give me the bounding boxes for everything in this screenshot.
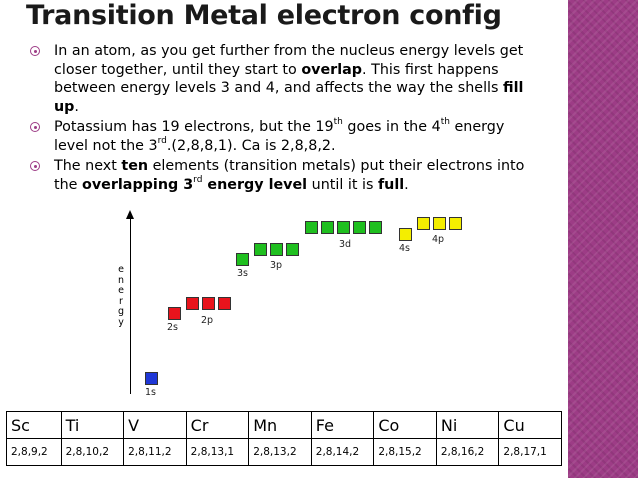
- orbital-label-3p: 3p: [270, 260, 283, 271]
- table-header-cell: Co: [373, 411, 437, 439]
- energy-axis: [130, 217, 131, 394]
- table-header-cell: Cr: [185, 411, 250, 439]
- decorative-sidebar: [568, 0, 638, 478]
- bullet-bold: energy level: [202, 176, 308, 193]
- orbital-box-4p: [449, 217, 462, 230]
- orbital-box-3p: [270, 243, 283, 256]
- orbital-box-3p: [254, 243, 267, 256]
- table-cell: 2,8,14,2: [310, 438, 375, 466]
- table-row: 2,8,9,2 2,8,10,2 2,8,11,2 2,8,13,1 2,8,1…: [6, 438, 562, 466]
- orbital-box-3p: [286, 243, 299, 256]
- bullet-text: The next: [54, 158, 122, 174]
- slide-title: Transition Metal electron config: [26, 0, 502, 31]
- electron-config-table: Sc Ti V Cr Mn Fe Co Ni Cu 2,8,9,2 2,8,10…: [6, 411, 562, 466]
- table-cell: 2,8,15,2: [373, 438, 437, 466]
- table-cell: 2,8,16,2: [435, 438, 500, 466]
- orbital-box-4p: [433, 217, 446, 230]
- bullet-superscript: rd: [193, 174, 203, 185]
- orbital-box-4s: [399, 228, 412, 241]
- orbital-box-3d: [353, 221, 366, 234]
- bullet-text: .(2,8,8,1). Ca is 2,8,8,2.: [166, 137, 336, 154]
- bullet-icon: [30, 122, 40, 132]
- bullet-text: In an atom, as you get further from the …: [54, 43, 524, 78]
- axis-label-letter: g: [117, 306, 125, 317]
- bullet-bold: full: [377, 176, 405, 193]
- table-header-cell: Fe: [310, 411, 375, 439]
- bullet-item-transition-metals: The next ten elements (transition metals…: [30, 157, 530, 194]
- table-cell: 2,8,9,2: [6, 438, 62, 466]
- table-header-cell: Mn: [248, 411, 312, 439]
- orbital-box-2p: [202, 297, 215, 310]
- bullet-bold: ten: [121, 158, 149, 174]
- bullet-superscript: th: [440, 117, 450, 128]
- axis-label-letter: e: [118, 285, 124, 296]
- bullet-text: energy level not the 3: [54, 119, 505, 154]
- axis-label-letter: e: [118, 264, 124, 275]
- bullet-text: until it is: [307, 176, 378, 193]
- orbital-label-3s: 3s: [237, 268, 248, 279]
- bullet-list: In an atom, as you get further from the …: [30, 42, 530, 196]
- table-cell: 2,8,13,2: [248, 438, 312, 466]
- bullet-text: .: [404, 176, 409, 193]
- orbital-box-3d: [337, 221, 350, 234]
- bullet-text: . This first happens between energy leve…: [54, 61, 504, 97]
- table-cell: 2,8,10,2: [60, 438, 125, 466]
- bullet-superscript: th: [333, 117, 343, 128]
- table-header-cell: Cu: [498, 411, 562, 439]
- orbital-label-3d: 3d: [339, 239, 352, 250]
- orbital-box-3d: [321, 221, 334, 234]
- table-header-cell: Ni: [435, 411, 500, 439]
- table-header-cell: Sc: [6, 411, 62, 439]
- table-header-cell: V: [123, 411, 187, 439]
- energy-axis-arrowhead: [126, 210, 134, 219]
- bullet-text: Potassium has 19 electrons, but the 19: [54, 119, 334, 135]
- bullet-text: .: [74, 98, 79, 115]
- orbital-box-1s: [145, 372, 158, 385]
- orbital-box-2p: [218, 297, 231, 310]
- table-header-cell: Ti: [60, 411, 125, 439]
- orbital-box-2s: [168, 307, 181, 320]
- bullet-item-overlap: In an atom, as you get further from the …: [30, 42, 530, 116]
- bullet-icon: [30, 46, 40, 56]
- bullet-icon: [30, 161, 40, 171]
- orbital-label-4p: 4p: [432, 234, 445, 245]
- axis-label-letter: r: [119, 295, 123, 307]
- orbital-box-4p: [417, 217, 430, 230]
- table-cell: 2,8,13,1: [185, 438, 250, 466]
- bullet-text: goes in the 4: [342, 119, 441, 135]
- table-cell: 2,8,11,2: [123, 438, 187, 466]
- bullet-text: elements (transition metals) put their e…: [54, 158, 525, 193]
- bullet-bold: overlap: [301, 61, 362, 78]
- bullet-bold: overlapping 3: [82, 176, 194, 193]
- table-cell: 2,8,17,1: [498, 438, 562, 466]
- axis-label-letter: n: [117, 274, 125, 286]
- axis-label-letter: y: [118, 316, 124, 328]
- sidebar-pattern: [568, 0, 638, 478]
- orbital-label-2s: 2s: [167, 322, 178, 333]
- orbital-label-1s: 1s: [145, 387, 156, 398]
- bullet-superscript: rd: [157, 135, 167, 146]
- orbital-box-3d: [305, 221, 318, 234]
- orbital-box-3d: [369, 221, 382, 234]
- table-header-row: Sc Ti V Cr Mn Fe Co Ni Cu: [6, 411, 562, 439]
- orbital-box-3s: [236, 253, 249, 266]
- bullet-item-potassium: Potassium has 19 electrons, but the 19th…: [30, 118, 530, 155]
- orbital-box-2p: [186, 297, 199, 310]
- orbital-label-2p: 2p: [201, 315, 214, 326]
- energy-axis-label: e n e r g y: [116, 264, 126, 328]
- bullet-bold: fill up: [54, 80, 524, 115]
- orbital-label-4s: 4s: [399, 243, 410, 254]
